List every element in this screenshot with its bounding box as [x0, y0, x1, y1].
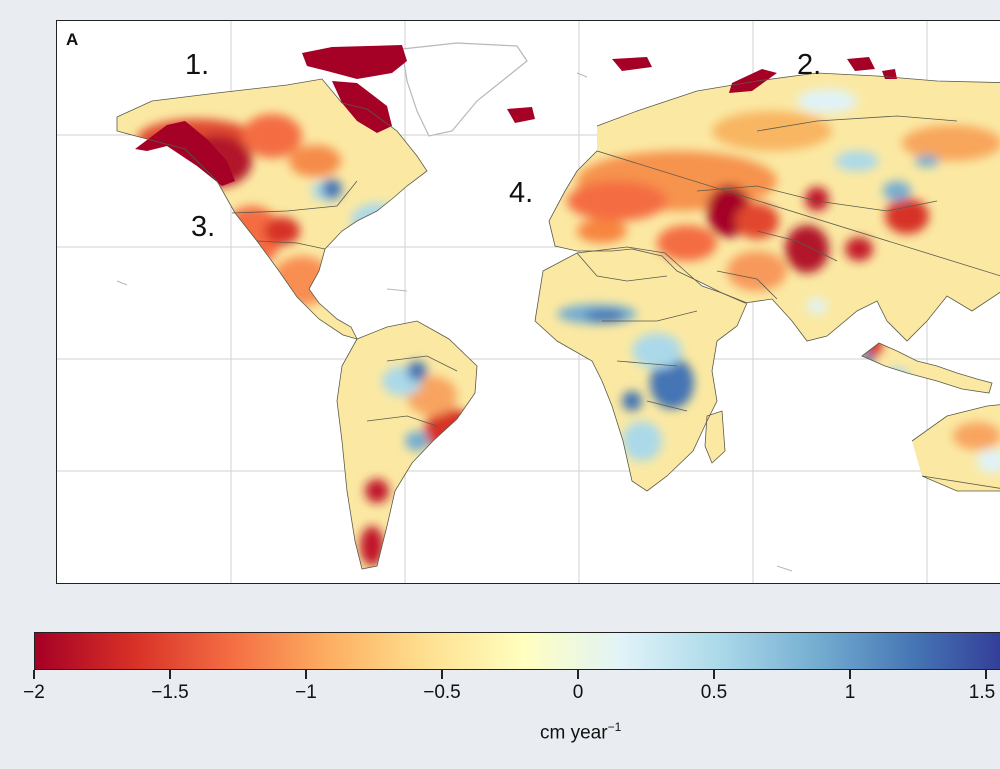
tick-label: −2 — [23, 682, 45, 703]
country-borders — [116, 72, 1000, 570]
region-label-3: 3. — [191, 211, 216, 243]
tick-mark — [577, 670, 579, 679]
tick-mark — [169, 670, 171, 679]
tick-mark — [985, 670, 987, 679]
tick-label: 1 — [844, 682, 856, 703]
tick-label: −1 — [295, 682, 317, 703]
tick-label: 0 — [572, 682, 584, 703]
tick-label: −1.5 — [151, 682, 189, 703]
tick-mark — [713, 670, 715, 679]
tick-label: 0.5 — [700, 682, 728, 703]
tick-mark — [305, 670, 307, 679]
panel-label: A — [66, 30, 79, 49]
region-label-1: 1. — [185, 49, 210, 81]
ice-mass-loss-regions — [135, 45, 897, 186]
colorbar — [34, 632, 1000, 670]
greenland-outline — [401, 42, 528, 137]
tick-label: 1.5 — [968, 682, 996, 703]
unit-base: cm year — [540, 722, 608, 744]
unit-exponent: −1 — [607, 720, 622, 734]
map-panel: A 1. 2. 3. 4. — [56, 20, 1000, 584]
region-label-2: 2. — [797, 49, 822, 81]
minor-islands — [116, 72, 793, 572]
world-map — [57, 21, 1000, 583]
region-label-4: 4. — [509, 177, 534, 209]
tick-label: −0.5 — [423, 682, 461, 703]
tick-mark — [33, 670, 35, 679]
land-base — [117, 73, 1000, 569]
colorbar-unit-label: cm year−1 — [540, 720, 621, 744]
tick-mark — [849, 670, 851, 679]
tick-mark — [441, 670, 443, 679]
